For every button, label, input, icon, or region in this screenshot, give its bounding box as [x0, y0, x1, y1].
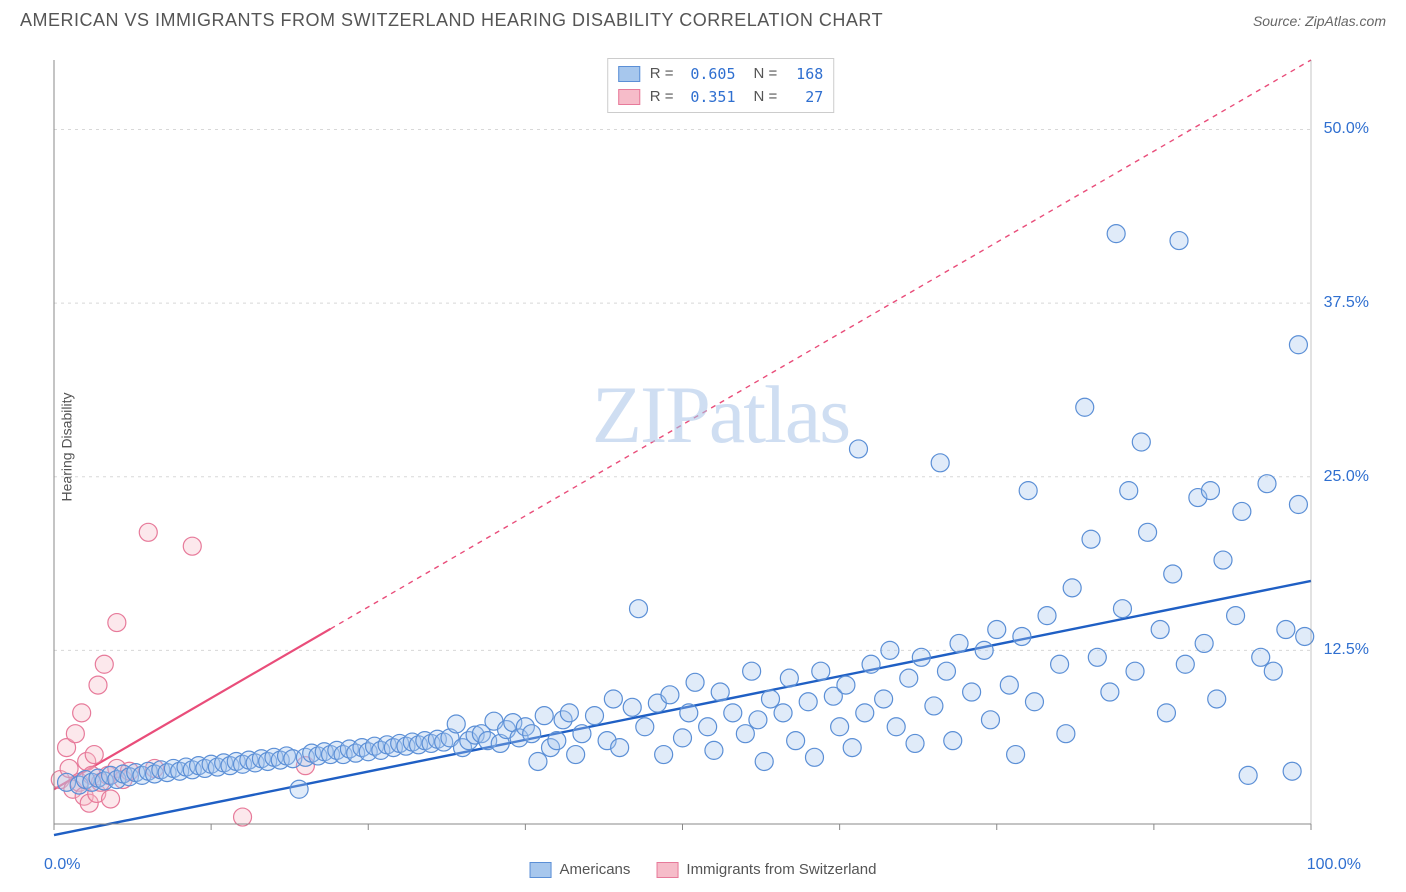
- x-axis-end-label: 100.0%: [1307, 856, 1361, 874]
- series-legend: Americans Immigrants from Switzerland: [530, 861, 877, 878]
- chart-title: AMERICAN VS IMMIGRANTS FROM SWITZERLAND …: [20, 10, 883, 31]
- legend-n-value: 168: [787, 63, 823, 86]
- legend-r-label: R =: [650, 86, 674, 109]
- legend-r-value: 0.351: [684, 86, 736, 109]
- x-axis-start-label: 0.0%: [44, 856, 80, 874]
- y-tick-label: 37.5%: [1324, 294, 1369, 312]
- y-tick-label: 12.5%: [1324, 641, 1369, 659]
- legend-swatch: [618, 66, 640, 82]
- legend-row: R = 0.351 N = 27: [618, 86, 824, 109]
- legend-r-value: 0.605: [684, 63, 736, 86]
- chart-area: Hearing Disability ZIPatlas R =0.605N =1…: [50, 50, 1391, 844]
- legend-swatch: [530, 862, 552, 878]
- correlation-legend: R = 0.605 N = 168 R = 0.351 N = 27: [607, 58, 835, 113]
- legend-label: Americans: [560, 861, 631, 878]
- legend-swatch: [656, 862, 678, 878]
- scatter-plot: [50, 50, 1391, 844]
- legend-n-value: 27: [787, 86, 823, 109]
- y-tick-label: 50.0%: [1324, 120, 1369, 138]
- legend-n-label: N =: [754, 63, 778, 86]
- source-attribution: Source: ZipAtlas.com: [1253, 13, 1386, 29]
- legend-r-label: R =: [650, 63, 674, 86]
- legend-label: Immigrants from Switzerland: [686, 861, 876, 878]
- legend-n-label: N =: [754, 86, 778, 109]
- legend-swatch: [618, 89, 640, 105]
- legend-row: R = 0.605 N = 168: [618, 63, 824, 86]
- y-tick-label: 25.0%: [1324, 468, 1369, 486]
- footer-legend-item: Americans: [530, 861, 631, 878]
- header: AMERICAN VS IMMIGRANTS FROM SWITZERLAND …: [0, 0, 1406, 37]
- footer-legend-item: Immigrants from Switzerland: [656, 861, 876, 878]
